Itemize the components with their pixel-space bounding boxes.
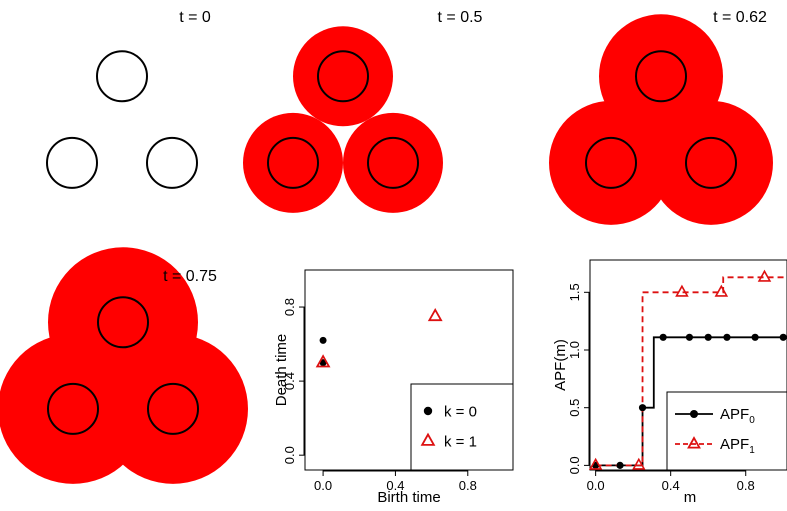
base-circle [585,136,637,189]
apf-marks [588,269,787,470]
base-circle [147,382,199,435]
legend-apf0-label: APF0 [720,406,755,426]
apf0-point [685,333,694,341]
apf1-line [595,276,787,467]
disk-panel-4: t = 0.75 [0,247,248,484]
legend-apf0-name: APF [720,406,749,423]
scatter-plot-frame [304,269,514,471]
red-disk [649,100,773,225]
base-circle [267,136,319,189]
scatter-legend: k = 0 k = 1 [410,383,514,471]
base-circle [46,136,98,189]
base-circle [97,296,149,349]
y-tick-label: 1.0 [567,341,582,359]
y-tick-label: 0.5 [567,399,582,417]
legend-apf1-label: APF1 [720,436,755,456]
disk-panel-2: t = 0.5 [243,9,483,213]
k1-point [315,354,331,368]
y-tick-label: 0.0 [567,456,582,474]
apf1-point [714,284,729,297]
k1-point [427,307,443,322]
legend-apf0-subscript: 0 [749,415,755,426]
x-tick-label: 0.4 [386,478,404,493]
apf0-point [779,333,787,341]
base-circle [47,382,99,435]
red-disk [343,112,443,213]
base-circle [317,50,369,103]
scatter-x-ticks: 0.0 0.4 0.8 [314,470,477,493]
apf-x-ticks: 0.0 0.4 0.8 [587,470,755,493]
y-tick-label: 0.4 [282,372,297,390]
base-circle [685,136,737,189]
scatter-x-axis-label: Birth time [377,489,440,506]
x-tick-label: 0.4 [662,478,680,493]
legend-apf1-triangle [687,436,701,449]
apf0-point [659,333,667,341]
base-circle [635,50,687,103]
x-tick-label: 0.8 [737,478,755,493]
time-label: t = 0.5 [438,9,483,26]
legend-apf1-name: APF [720,436,749,453]
scatter-marks [315,307,443,368]
legend-apf0-dot [690,410,698,418]
disk-panels: t = 0 t = 0.5 t = 0.62 t = 0.75 [0,9,773,484]
x-tick-label: 0.0 [314,478,332,493]
disk-panel-1: t = 0 [46,9,211,189]
time-label: t = 0.75 [163,268,217,285]
y-tick-label: 1.5 [567,283,582,301]
legend-k0-label: k = 0 [444,404,477,421]
apf-x-axis-label: m [684,489,697,506]
k0-point [319,336,327,344]
apf-y-axis-label: APF(m) [552,339,569,391]
red-disk [98,333,248,484]
y-tick-label: 0.0 [282,446,297,464]
y-tick-label: 0.8 [282,298,297,316]
apf1-point [675,284,689,297]
apf0-point [638,404,647,412]
apf0-point [723,333,731,341]
apf1-point [588,457,603,470]
x-tick-label: 0.8 [459,478,477,493]
scatter-y-axis-label: Death time [273,334,290,407]
legend-apf1-subscript: 1 [749,445,755,456]
base-circle [367,136,419,189]
apf0-point [616,461,624,469]
apf-y-ticks: 0.0 0.5 1.0 1.5 [567,283,590,474]
apf-chart: 0.0 0.4 0.8 0.0 0.5 1.0 1.5 m APF(m) APF0 APF… [552,259,787,506]
apf-legend-box [666,391,787,471]
disk-panel-3: t = 0.62 [549,9,773,225]
base-circle [146,136,198,189]
scatter-legend-box [410,383,514,471]
apf0-point [704,333,712,341]
legend-k1-triangle [420,432,436,446]
legend-k1-label: k = 1 [444,434,477,451]
apf0-point [751,333,759,341]
time-label: t = 0 [179,9,211,26]
red-disk [549,100,673,225]
red-disk [293,26,393,127]
scatter-y-ticks: 0.0 0.4 0.8 [282,298,305,464]
persistence-diagram: 0.0 0.4 0.8 0.0 0.4 0.8 Birth time Death tim… [273,269,514,506]
apf1-point [632,457,646,470]
apf1-point [757,269,772,282]
time-label: t = 0.62 [713,9,767,26]
red-disk [243,112,343,213]
x-tick-label: 0.0 [587,478,605,493]
legend-k0-dot [423,406,433,416]
apf-legend: APF0 APF1 [666,391,787,471]
base-circle [96,50,148,103]
